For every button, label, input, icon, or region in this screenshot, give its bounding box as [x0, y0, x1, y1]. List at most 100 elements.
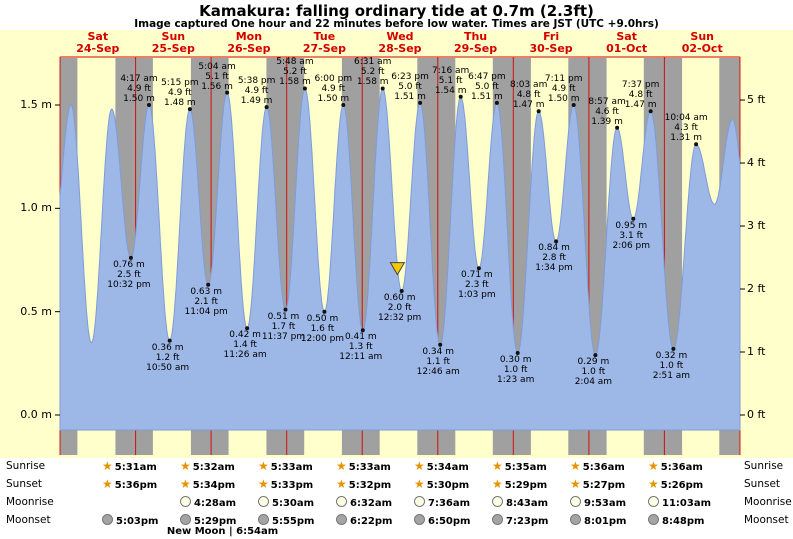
current-time-marker — [389, 262, 406, 276]
tide-label-line: 2:06 pm — [612, 240, 651, 251]
tide-label-line: 3.1 ft — [619, 230, 644, 241]
tide-label-line: 1.50 m — [123, 93, 155, 104]
moonset-icon — [180, 514, 191, 525]
sunrise-time: 5:32am — [192, 462, 235, 473]
tide-label-line: 1.0 ft — [503, 364, 528, 375]
tide-label-line: 5.1 ft — [438, 75, 463, 86]
tide-label-line: 12:46 am — [416, 366, 460, 377]
sunset-star-icon: ★ — [180, 477, 191, 491]
tide-label-line: 0.51 m — [267, 311, 300, 322]
date-value: 26-Sep — [227, 42, 271, 55]
moonrise-icon — [492, 496, 503, 507]
date-value: 30-Sep — [529, 42, 573, 55]
sunrise-star-icon: ★ — [180, 459, 191, 473]
tide-label-line: 1.4 ft — [233, 340, 257, 351]
tide-low-label: 0.51 m 1.7 ft 11:37 pm — [255, 312, 311, 342]
tide-label-line: 2.5 ft — [117, 269, 141, 280]
tide-low-label: 0.50 m 1.6 ft 12:00 pm — [294, 314, 350, 344]
tide-label-line: 12:11 am — [339, 352, 383, 363]
moonrise-entry: 6:32am — [336, 496, 392, 510]
tide-label-line: 0.60 m — [383, 292, 416, 303]
tide-label-line: 2.3 ft — [465, 280, 489, 291]
tide-label-line: 4.9 ft — [127, 83, 151, 94]
tide-high-label: 4:17 am 4.9 ft 1.50 m — [111, 74, 167, 104]
tide-extreme-marker — [147, 103, 151, 107]
sunset-entry: ★ 5:33pm — [258, 478, 313, 492]
sunset-star-icon: ★ — [336, 477, 347, 491]
tide-label-line: 1.2 ft — [155, 352, 180, 363]
tide-extreme-marker — [631, 216, 636, 221]
tide-label-line: 11:04 pm — [184, 306, 228, 317]
tide-label-line: 0.84 m — [538, 243, 570, 254]
tide-label-line: 2.1 ft — [194, 296, 219, 307]
tide-label-line: 0.50 m — [306, 313, 339, 324]
moonset-icon — [102, 514, 113, 525]
tide-label-line: 0.41 m — [344, 332, 377, 343]
tide-label-line: 0.76 m — [113, 259, 145, 270]
moonset-icon — [570, 514, 581, 525]
tide-label-line: 7:11 pm — [544, 73, 583, 84]
moonset-icon — [492, 514, 503, 525]
tide-label-line: 1:34 pm — [535, 263, 573, 274]
date-label: Sat 24-Sep — [50, 31, 146, 55]
moonset-time: 5:03pm — [116, 516, 159, 527]
tide-high-label: 7:11 pm 4.9 ft 1.50 m — [536, 74, 592, 104]
y-axis-label-m: 0.5 m — [20, 304, 52, 318]
tide-label-line: 1.47 m — [624, 100, 657, 111]
tide-high-label: 6:47 pm 5.0 ft 1.51 m — [459, 72, 515, 102]
sunset-entry: ★ 5:32pm — [336, 478, 391, 492]
moonset-entry: 6:50pm — [414, 514, 470, 528]
new-moon-note: New Moon | 6:54am — [166, 526, 279, 537]
tide-extreme-marker — [128, 255, 133, 260]
right-sunrise-row-label: Sunrise — [744, 460, 784, 472]
sunrise-time: 5:33am — [270, 462, 313, 473]
tide-label-line: 5.2 ft — [360, 67, 385, 78]
moonset-entry: 7:23pm — [492, 514, 548, 528]
tide-label-line: 0.36 m — [151, 342, 184, 353]
moonrise-time: 4:28am — [194, 498, 237, 509]
sunset-entry: ★ 5:36pm — [102, 478, 157, 492]
date-value: 28-Sep — [378, 42, 422, 55]
tide-label-line: 1.0 ft — [581, 367, 606, 378]
sunset-time: 5:33pm — [270, 480, 314, 491]
sunset-time: 5:34pm — [192, 480, 236, 491]
tide-extreme-marker — [341, 103, 346, 107]
sunset-star-icon: ★ — [102, 477, 113, 491]
tide-label-line: 1.54 m — [434, 85, 467, 96]
sunset-entry: ★ 5:26pm — [648, 478, 703, 492]
left-sunset-row-label: Sunset — [6, 478, 43, 490]
tide-label-line: 7:16 am — [431, 65, 470, 76]
tide-label-line: 2.8 ft — [542, 253, 566, 264]
sunrise-star-icon: ★ — [492, 459, 503, 473]
tide-extreme-marker — [206, 282, 211, 287]
sunset-time: 5:32pm — [348, 480, 392, 491]
tide-label-line: 0.32 m — [655, 350, 688, 361]
page-title: Kamakura: falling ordinary tide at 0.7m … — [199, 2, 594, 20]
y-axis-label-ft: 2 ft — [747, 282, 766, 295]
tide-label-line: 1.0 ft — [659, 360, 684, 371]
tide-label-line: 4.8 ft — [628, 90, 653, 101]
tide-extreme-marker — [264, 105, 269, 110]
right-moonrise-row-label: Moonrise — [744, 496, 792, 508]
moonrise-entry: 11:03am — [648, 496, 711, 510]
date-label: Wed 28-Sep — [352, 31, 448, 55]
moonset-icon — [258, 514, 269, 525]
tide-low-label: 0.95 m 3.1 ft 2:06 pm — [603, 221, 659, 251]
tide-extreme-marker — [360, 328, 365, 333]
moonrise-time: 11:03am — [662, 498, 711, 509]
tide-label-line: 4.9 ft — [168, 88, 192, 99]
date-dow: Sat — [616, 30, 637, 43]
sunset-entry: ★ 5:27pm — [570, 478, 625, 492]
tide-label-line: 0.30 m — [499, 354, 532, 365]
tide-extreme-marker — [167, 338, 172, 343]
sunrise-time: 5:36am — [582, 462, 625, 473]
capture-subtitle: Image captured One hour and 22 minutes b… — [134, 18, 659, 30]
tide-label-line: 4.8 ft — [516, 90, 541, 101]
right-moonset-row-label: Moonset — [744, 514, 789, 526]
sunset-time: 5:27pm — [582, 480, 626, 491]
tide-label-line: 1:03 pm — [458, 290, 496, 301]
tide-label-line: 8:57 am — [588, 96, 626, 107]
tide-curve-area — [59, 87, 741, 431]
tide-extreme-marker — [615, 125, 620, 130]
